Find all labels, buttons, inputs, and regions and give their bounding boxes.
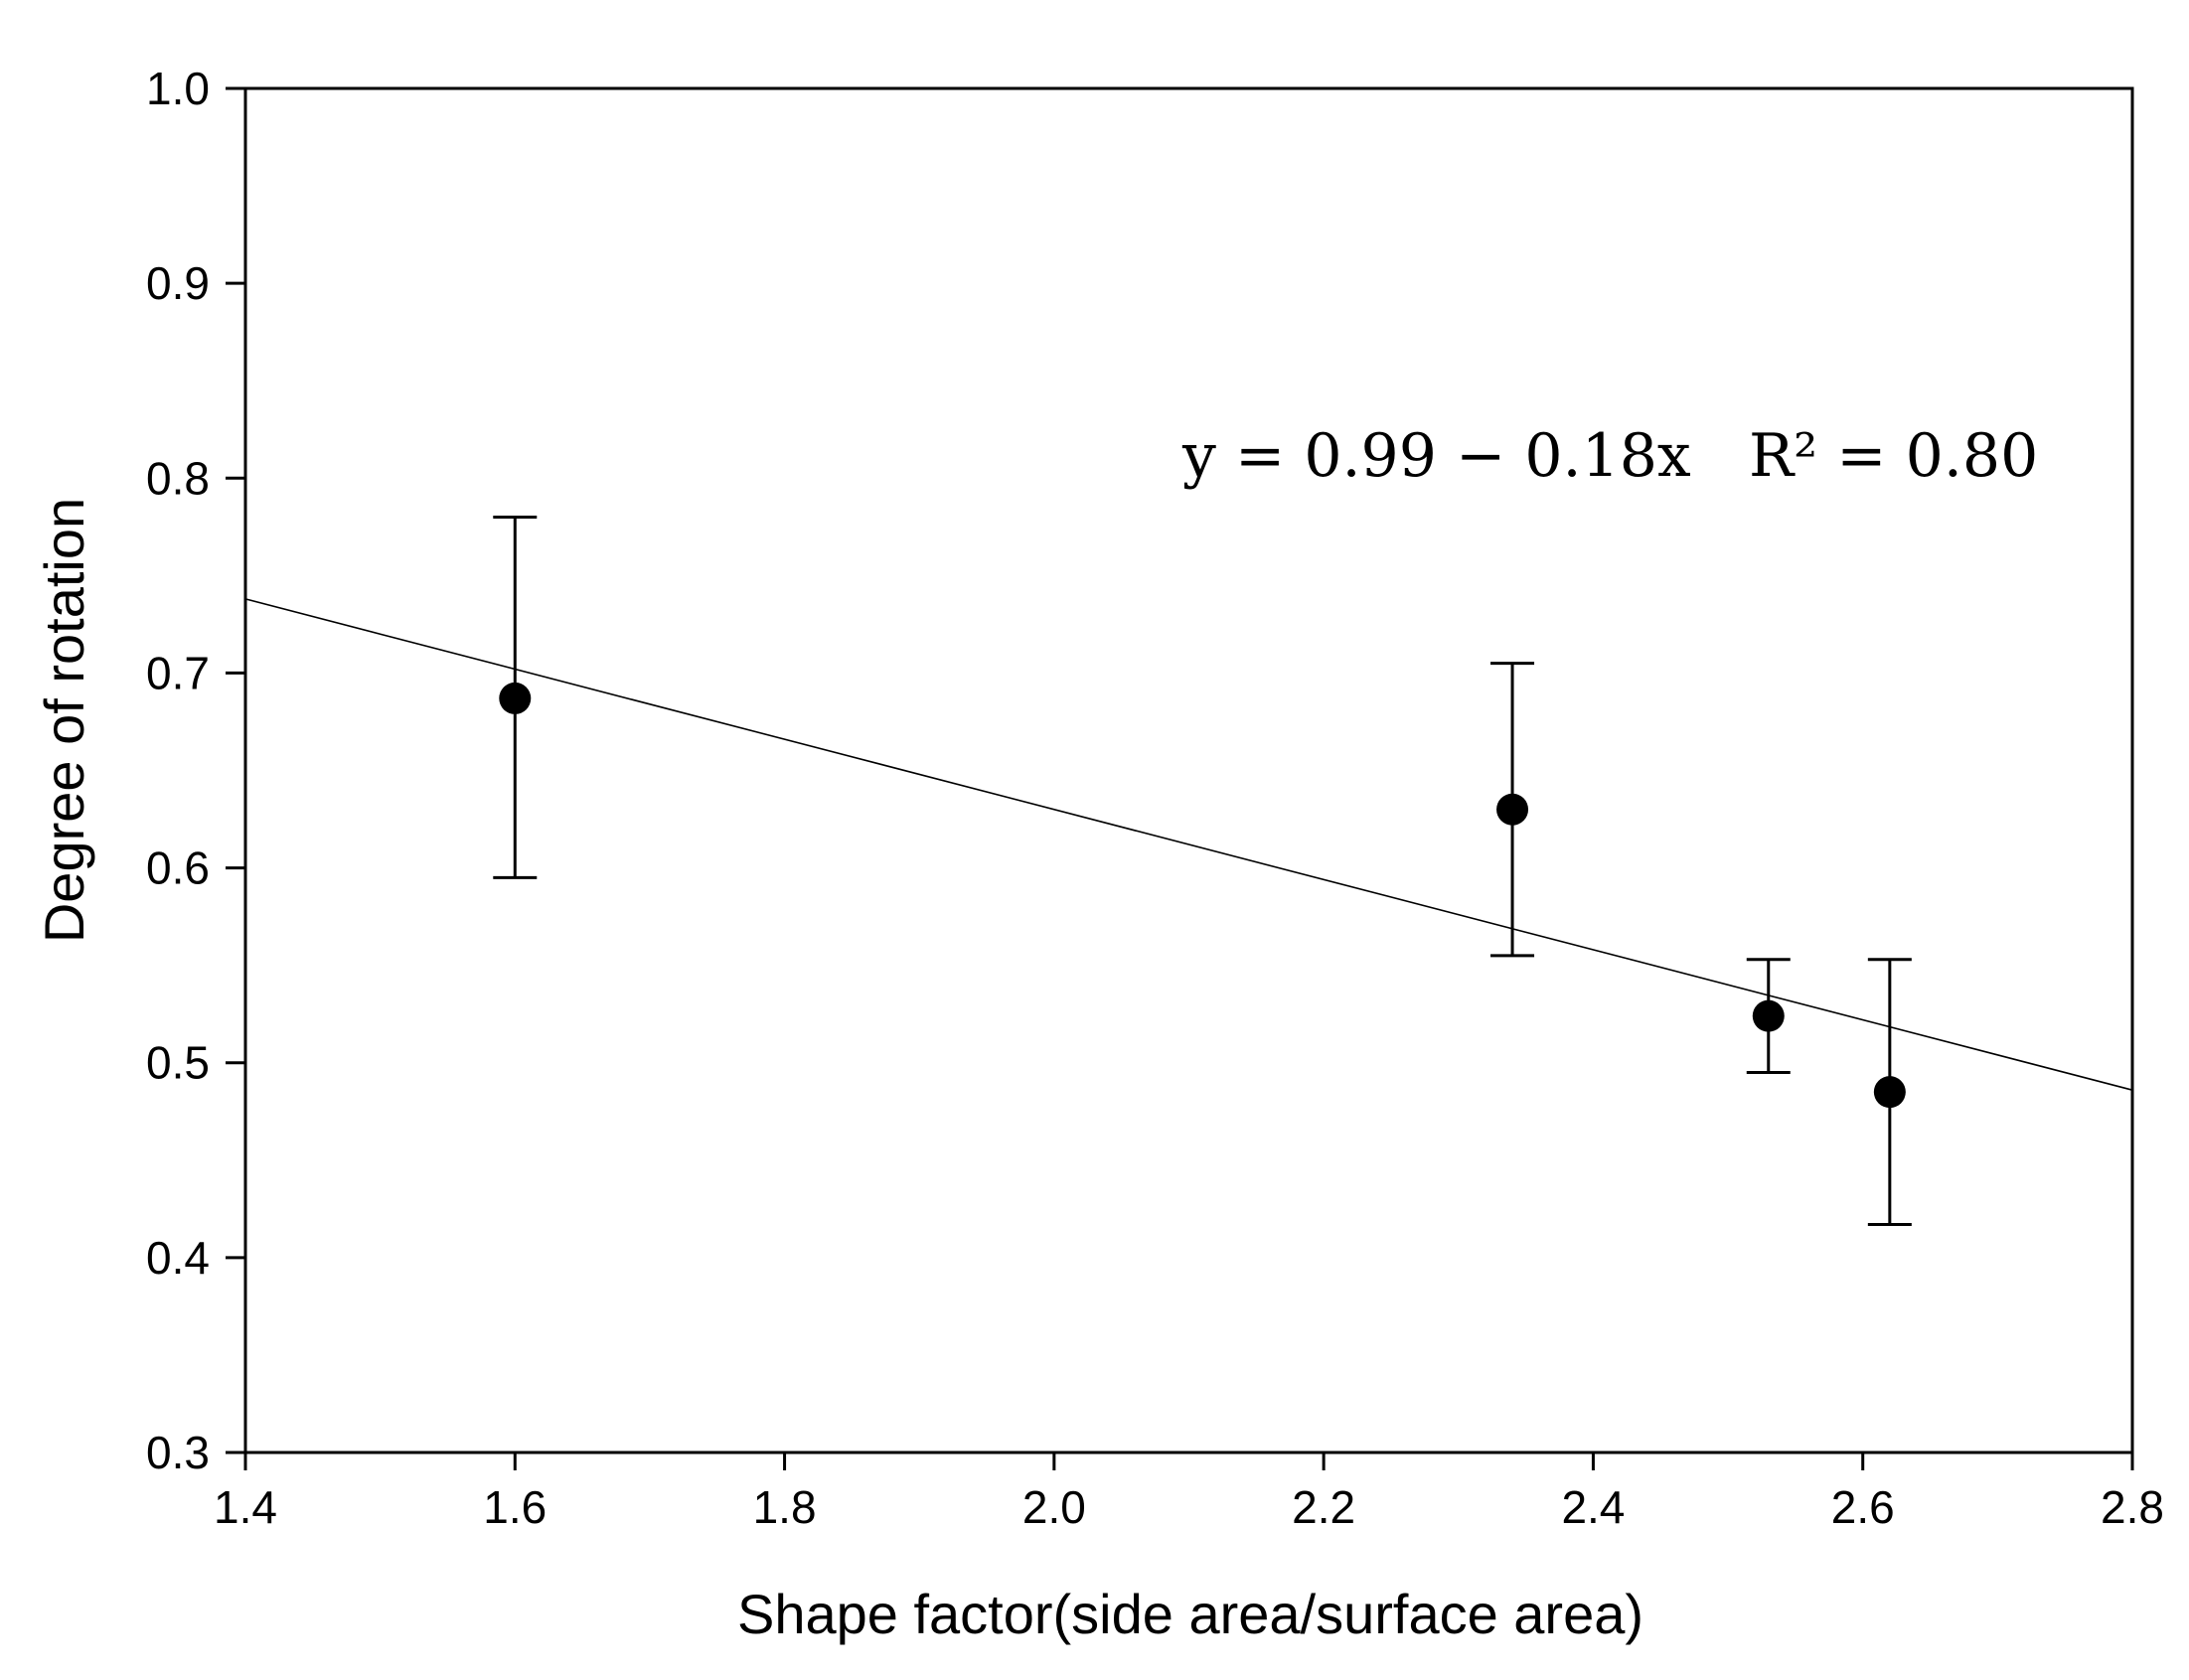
data-point — [499, 682, 532, 714]
y-tick-label: 0.7 — [146, 647, 210, 698]
y-tick-label: 1.0 — [146, 63, 210, 114]
x-tick-label: 1.6 — [483, 1481, 547, 1533]
r-squared-label: R² = 0.80 — [1749, 421, 2038, 491]
data-point — [1752, 999, 1785, 1032]
data-point — [1873, 1076, 1906, 1109]
fit-equation: y = 0.99 − 0.18x — [1181, 421, 1691, 491]
x-tick-label: 2.0 — [1022, 1481, 1086, 1533]
axes — [243, 86, 2134, 1454]
x-tick-label: 2.6 — [1831, 1481, 1895, 1533]
x-tick-label: 1.4 — [214, 1481, 277, 1533]
y-tick-label: 0.9 — [146, 257, 210, 309]
fit-line — [244, 598, 2133, 1091]
y-axis-ticks: 0.3 0.4 0.5 0.6 0.7 0.8 0.9 1.0 — [146, 63, 245, 1478]
y-tick-label: 0.6 — [146, 842, 210, 894]
x-axis-title: Shape factor(side area/surface area) — [737, 1583, 1643, 1645]
fit-line-group — [244, 598, 2133, 1091]
error-bars — [493, 516, 1912, 1227]
x-axis-ticks: 1.4 1.6 1.8 2.0 2.2 2.4 2.6 2.8 — [214, 1452, 2164, 1533]
y-axis-title: Degree of rotation — [33, 498, 95, 943]
y-tick-label: 0.8 — [146, 452, 210, 504]
x-tick-label: 2.8 — [2101, 1481, 2164, 1533]
y-tick-label: 0.4 — [146, 1232, 210, 1284]
plot-frame — [243, 86, 2134, 1454]
x-tick-label: 2.4 — [1561, 1481, 1625, 1533]
x-tick-label: 1.8 — [753, 1481, 817, 1533]
data-point — [1496, 793, 1529, 826]
y-tick-label: 0.3 — [146, 1427, 210, 1478]
x-tick-label: 2.2 — [1292, 1481, 1355, 1533]
y-tick-label: 0.5 — [146, 1037, 210, 1089]
data-points — [499, 682, 1906, 1109]
